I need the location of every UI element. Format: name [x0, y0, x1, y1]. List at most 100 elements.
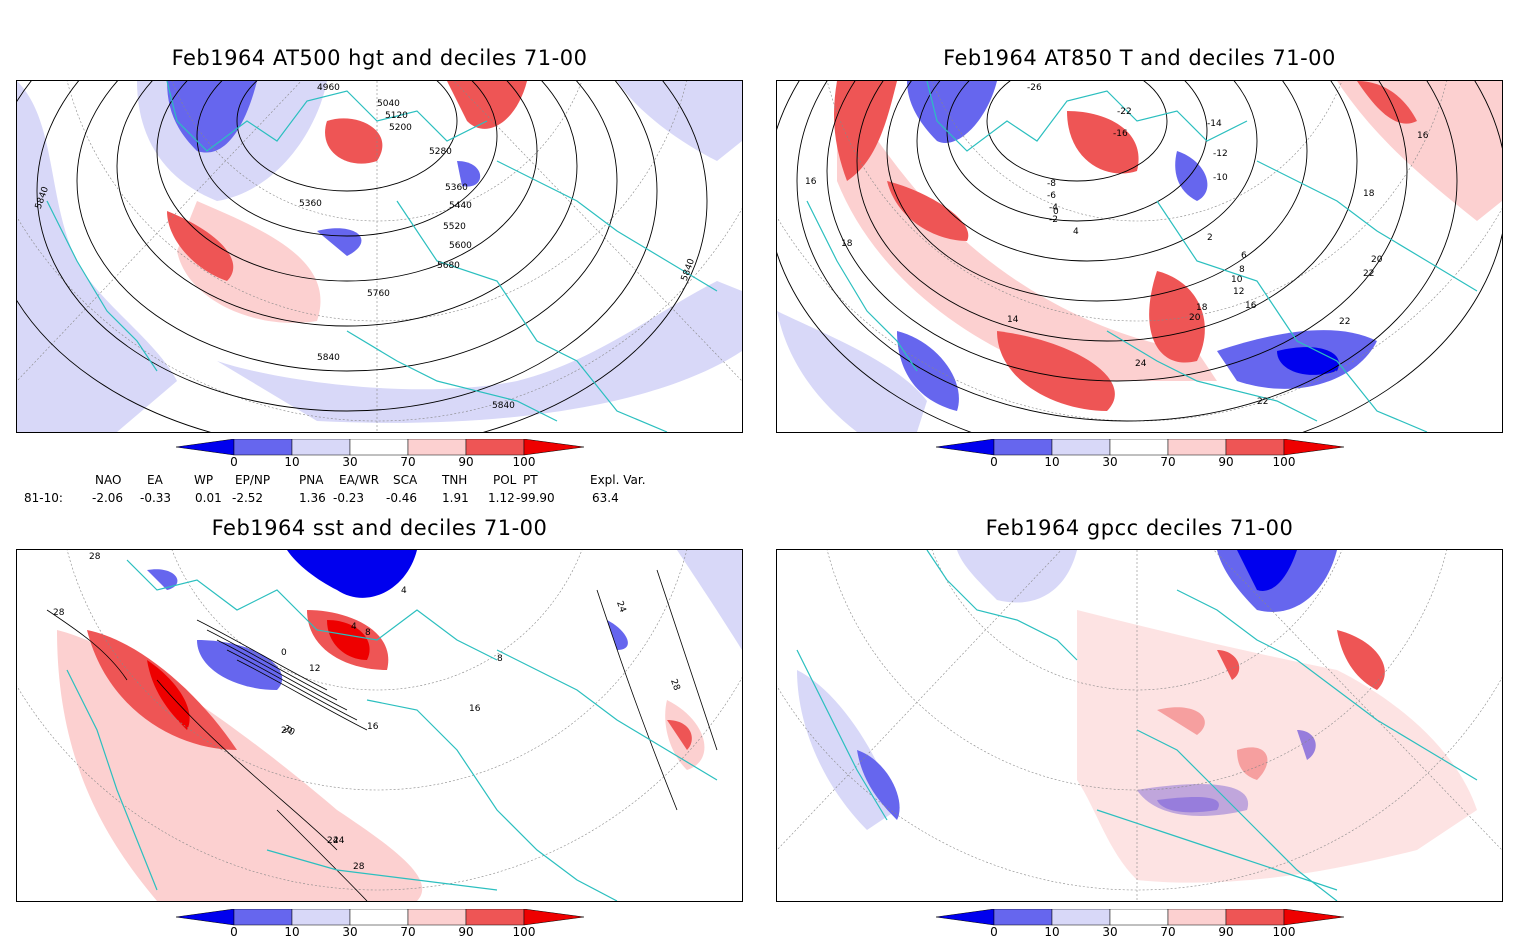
- contour-label: 22: [1363, 269, 1375, 279]
- contour-label: 22: [1339, 317, 1351, 327]
- contour-label: 20: [1189, 313, 1201, 323]
- index-header: WP: [194, 473, 214, 487]
- contour-label: 28: [53, 608, 65, 618]
- colorbar-tick: 70: [400, 925, 416, 939]
- index-value: -2.06: [92, 491, 124, 505]
- contour-label: 5200: [389, 123, 412, 133]
- colorbar-tick: 0: [990, 455, 998, 469]
- index-header: TNH: [442, 473, 468, 487]
- index-value: -0.23: [333, 491, 365, 505]
- map-panel-t850: -26 -22 -16 -14 -12 -10 -8 -6 -4 -2 0 2 …: [776, 80, 1503, 433]
- t850-map-graphic: [777, 81, 1502, 432]
- panel-title-gpcc: Feb1964 gpcc deciles 71-00: [985, 516, 1294, 540]
- contour-label: 5520: [443, 222, 466, 232]
- contour-label: -10: [1213, 173, 1228, 183]
- index-value: -2.52: [232, 491, 264, 505]
- index-header: SCA: [393, 473, 418, 487]
- contour-label: 5360: [445, 183, 468, 193]
- contour-label: 16: [1245, 301, 1257, 311]
- contour-label: 18: [1196, 303, 1208, 313]
- colorbar-t850: 0 10 30 70 90 100: [936, 439, 1356, 479]
- contour-label: 5600: [449, 241, 472, 251]
- contour-label: 5840: [492, 401, 515, 411]
- contour-label: 8: [497, 654, 503, 664]
- contour-label: 16: [1417, 131, 1429, 141]
- contour-label: 6: [1241, 251, 1247, 261]
- index-row-label: 81-10:: [24, 491, 63, 505]
- contour-label: -4: [1049, 203, 1058, 213]
- panel-title-sst: Feb1964 sst and deciles 71-00: [211, 516, 548, 540]
- colorbar-tick: 100: [1272, 455, 1296, 469]
- colorbar-tick: 100: [512, 925, 536, 939]
- colorbar-tick: 90: [458, 925, 474, 939]
- colorbar-tick: 30: [1102, 455, 1118, 469]
- colorbar-tick: 100: [512, 455, 536, 469]
- index-header: EA: [147, 473, 163, 487]
- contour-label: -8: [1047, 179, 1056, 189]
- index-value: -99.90: [516, 491, 555, 505]
- contour-label: 24: [1135, 359, 1147, 369]
- colorbar-tick: 10: [284, 455, 300, 469]
- colorbar-tick: 10: [1044, 925, 1060, 939]
- index-header: EP/NP: [235, 473, 271, 487]
- index-header: EA/WR: [339, 473, 380, 487]
- contour-label: 5840: [317, 353, 340, 363]
- colorbar-graphic: [176, 909, 585, 926]
- contour-label: 16: [367, 722, 379, 732]
- colorbar-tick: 70: [400, 455, 416, 469]
- contour-label: -2: [1049, 215, 1058, 225]
- map-panel-gpcc: [776, 549, 1503, 902]
- contour-label: -26: [1027, 83, 1042, 93]
- colorbar-tick: 90: [458, 455, 474, 469]
- z500-map-graphic: [17, 81, 742, 432]
- sst-map-graphic: [17, 550, 742, 901]
- contour-label: 5760: [367, 289, 390, 299]
- contour-label: 2: [1207, 233, 1213, 243]
- contour-label: -22: [1117, 107, 1132, 117]
- contour-label: 5040: [377, 99, 400, 109]
- colorbar-tick: 30: [342, 925, 358, 939]
- contour-label: 8: [1239, 265, 1245, 275]
- colorbar-tick: 90: [1218, 455, 1234, 469]
- contour-label: 18: [841, 239, 853, 249]
- colorbar-tick: 100: [1272, 925, 1296, 939]
- contour-label: 4: [351, 622, 357, 632]
- contour-label: 4: [1073, 227, 1079, 237]
- contour-label: -16: [1113, 129, 1128, 139]
- contour-label: 28: [353, 862, 365, 872]
- index-header: Expl. Var.: [590, 473, 646, 487]
- contour-label: 10: [1231, 275, 1243, 285]
- index-value: 0.01: [195, 491, 222, 505]
- index-value: -0.33: [140, 491, 172, 505]
- contour-label: 4960: [317, 83, 340, 93]
- contour-label: 5120: [385, 111, 408, 121]
- contour-label: 20: [1371, 255, 1383, 265]
- contour-label: -12: [1213, 149, 1228, 159]
- panel-title-z500: Feb1964 AT500 hgt and deciles 71-00: [171, 46, 588, 70]
- contour-label: 5280: [429, 147, 452, 157]
- index-value: 1.12: [488, 491, 515, 505]
- contour-label: 28: [89, 552, 101, 562]
- colorbar-graphic: [936, 909, 1345, 926]
- colorbar-gpcc: 0 10 30 70 90 100: [936, 909, 1356, 949]
- contour-label: 22: [1257, 397, 1269, 407]
- map-panel-sst: 28 28 24 20 16 12 8 4 0 24 28 16 20 24 2…: [16, 549, 743, 902]
- index-value: 1.91: [442, 491, 469, 505]
- contour-label: 18: [1363, 189, 1375, 199]
- contour-label: -6: [1047, 191, 1056, 201]
- contour-label: 12: [1233, 287, 1245, 297]
- contour-label: 8: [365, 628, 371, 638]
- index-header: PT: [523, 473, 538, 487]
- contour-label: -14: [1207, 119, 1222, 129]
- colorbar-tick: 30: [1102, 925, 1118, 939]
- colorbar-tick: 70: [1160, 455, 1176, 469]
- contour-label: 0: [281, 648, 287, 658]
- panel-title-t850: Feb1964 AT850 T and deciles 71-00: [943, 46, 1336, 70]
- colorbar-sst: 0 10 30 70 90 100: [176, 909, 596, 949]
- contour-label: 24: [333, 836, 345, 846]
- index-header: NAO: [95, 473, 122, 487]
- colorbar-tick: 0: [230, 925, 238, 939]
- contour-label: 5360: [299, 199, 322, 209]
- colorbar-z500: 0 10 30 70 90 100: [176, 439, 596, 479]
- colorbar-tick: 10: [284, 925, 300, 939]
